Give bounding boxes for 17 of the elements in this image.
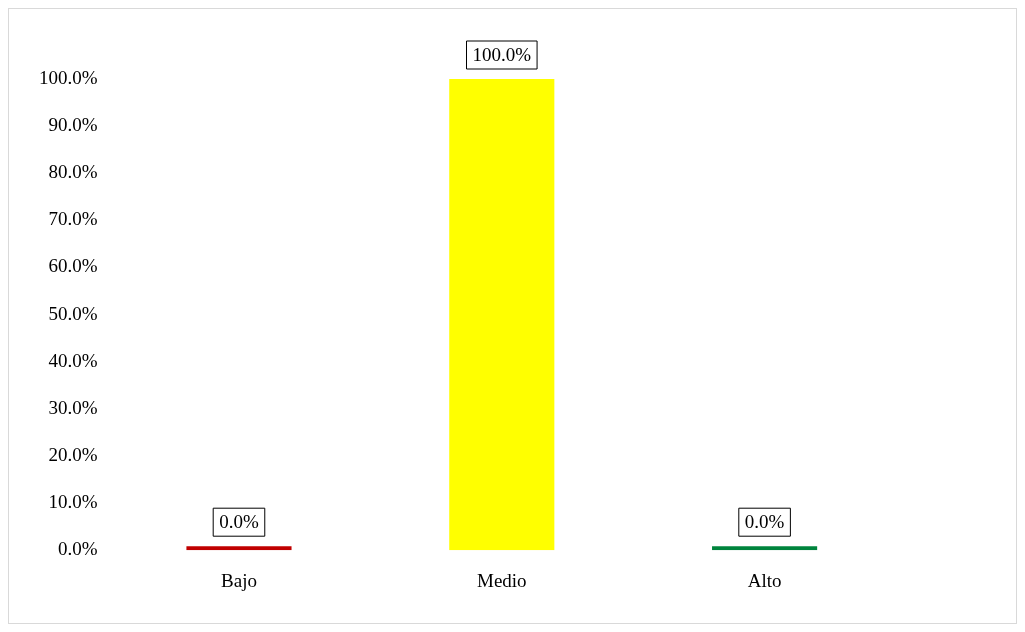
- y-tick-label: 40.0%: [48, 349, 98, 371]
- y-tick-label: 80.0%: [48, 161, 98, 183]
- y-tick-label: 30.0%: [48, 396, 98, 418]
- y-tick-label: 100.0%: [39, 66, 98, 88]
- x-tick-label: Alto: [747, 569, 782, 591]
- y-tick-label: 20.0%: [48, 443, 98, 465]
- x-tick-label: Medio: [476, 569, 527, 591]
- y-tick-label: 70.0%: [48, 208, 98, 230]
- y-tick-label: 10.0%: [48, 491, 98, 513]
- y-tick-label: 50.0%: [48, 302, 98, 324]
- y-tick-label: 0.0%: [58, 538, 98, 560]
- data-label: 0.0%: [744, 511, 785, 533]
- y-tick-label: 60.0%: [48, 255, 98, 277]
- data-label: 0.0%: [219, 511, 259, 533]
- data-label: 100.0%: [472, 43, 532, 65]
- y-tick-label: 90.0%: [48, 114, 98, 136]
- x-tick-label: Bajo: [221, 569, 257, 591]
